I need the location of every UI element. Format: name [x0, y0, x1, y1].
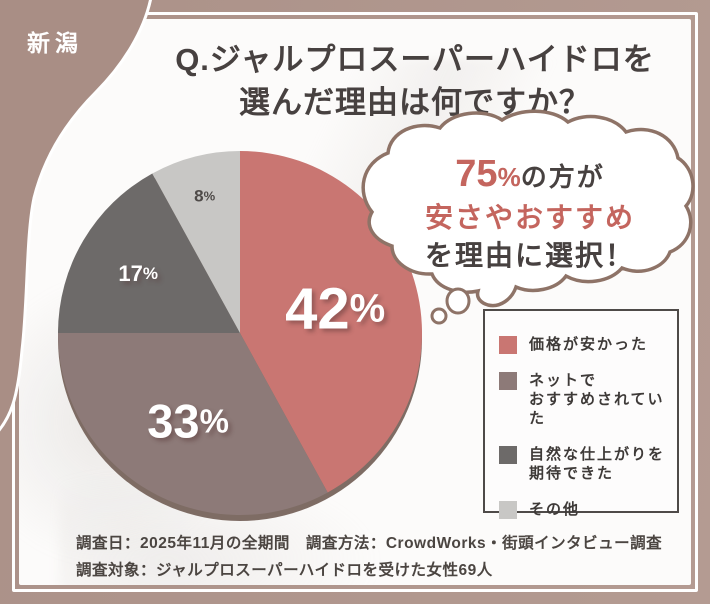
pie-slice-8pct — [152, 151, 240, 333]
pie-slice-label: 8% — [194, 186, 215, 205]
legend-swatch-red — [499, 336, 517, 354]
page-title: Q.ジャルプロスーパーハイドロを 選んだ理由は何ですか？ — [150, 38, 680, 124]
legend-label-line: おすすめされていた — [529, 391, 665, 427]
legend-item-price: 価格が安かった — [499, 335, 671, 354]
region-badge: 新潟 — [27, 30, 83, 56]
callout-text: 75%の方が 安さやおすすめ を理由に選択！ — [388, 152, 672, 275]
survey-note-line2: 調査対象：ジャルプロスーパーハイドロを受けた女性69人 — [76, 562, 493, 579]
callout-line3: を理由に選択！ — [424, 240, 635, 271]
survey-note-line1: 調査日：2025年11月の全期間 調査方法：CrowdWorks・街頭インタビュ… — [76, 535, 663, 552]
legend-item-other: その他 — [499, 500, 671, 519]
legend-item-natural-finish: 自然な仕上がりを 期待できた — [499, 445, 671, 483]
legend-label-line: 自然な仕上がりを — [529, 446, 666, 463]
callout-percentage: 75% — [455, 153, 521, 195]
pie-slice-label: 17% — [118, 260, 158, 285]
callout-line1: 75%の方が — [455, 153, 605, 195]
page-title-line2: 選んだ理由は何ですか？ — [239, 85, 591, 120]
legend-label-line: その他 — [529, 501, 581, 518]
legend-item-net-recommend: ネットで おすすめされていた — [499, 371, 671, 428]
pie-slice-label: 33% — [147, 394, 229, 447]
chart-legend: 価格が安かった ネットで おすすめされていた 自然な仕上がりを 期待できた その… — [483, 309, 679, 519]
legend-swatch-darkgray — [499, 446, 517, 464]
legend-label-line: ネットで — [529, 372, 598, 389]
pie-chart: 42%33%17%8% — [58, 151, 423, 521]
page-title-line1: Q.ジャルプロスーパーハイドロを — [175, 42, 655, 77]
legend-label-line: 価格が安かった — [529, 336, 649, 353]
legend-swatch-mauve — [499, 372, 517, 390]
legend-label-line: 期待できた — [529, 465, 615, 482]
survey-note: 調査日：2025年11月の全期間 調査方法：CrowdWorks・街頭インタビュ… — [76, 530, 663, 584]
callout-line2: 安さやおすすめ — [424, 202, 635, 233]
legend-swatch-lightgray — [499, 501, 517, 519]
